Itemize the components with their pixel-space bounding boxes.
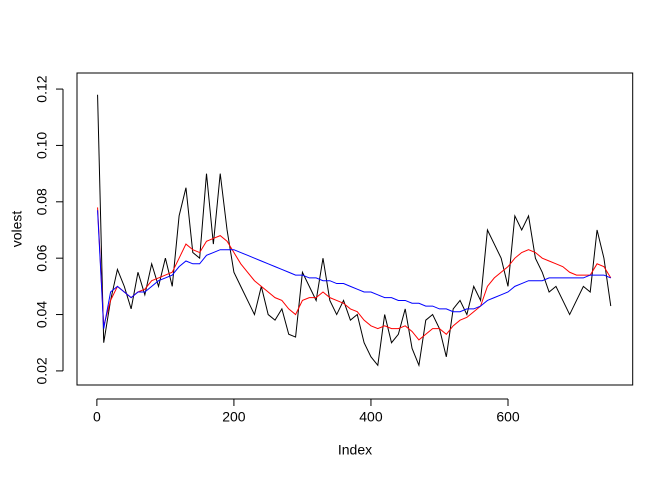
y-tick-label: 0.08 bbox=[34, 188, 50, 215]
series-line bbox=[97, 94, 612, 368]
x-axis-label: Index bbox=[338, 442, 372, 458]
series-line bbox=[97, 207, 612, 341]
x-tick-label: 400 bbox=[359, 409, 383, 425]
y-tick-label: 0.02 bbox=[34, 357, 50, 384]
y-axis-label: volest bbox=[9, 211, 25, 248]
x-tick-label: 200 bbox=[222, 409, 246, 425]
y-tick-label: 0.10 bbox=[34, 132, 50, 159]
plot-frame bbox=[76, 72, 634, 386]
y-tick-label: 0.12 bbox=[34, 75, 50, 102]
y-tick-label: 0.04 bbox=[34, 301, 50, 328]
x-tick-label: 0 bbox=[93, 409, 101, 425]
series-line bbox=[97, 210, 611, 329]
x-tick-label: 600 bbox=[496, 409, 520, 425]
y-tick-label: 0.06 bbox=[34, 244, 50, 271]
